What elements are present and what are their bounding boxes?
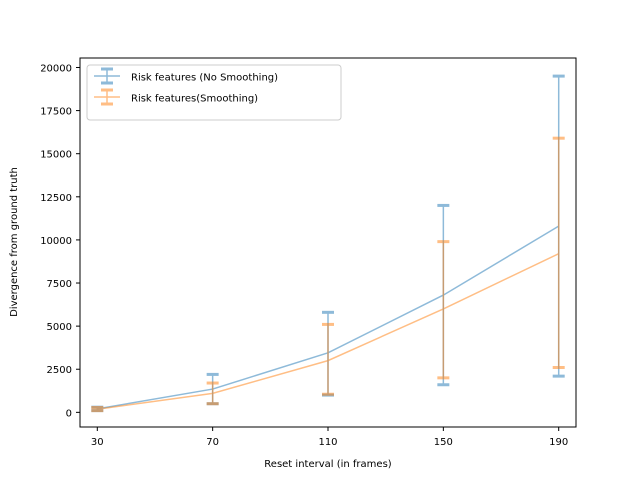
legend-label: Risk features (No Smoothing) bbox=[131, 73, 278, 84]
x-tick-label: 190 bbox=[549, 437, 568, 448]
x-axis-label: Reset interval (in frames) bbox=[264, 459, 391, 470]
x-tick-label: 110 bbox=[318, 437, 337, 448]
legend-entry: Risk features(Smoothing) bbox=[94, 88, 258, 106]
legend-box bbox=[86, 64, 342, 121]
y-tick-label: 7500 bbox=[47, 279, 72, 290]
y-tick-label: 0 bbox=[66, 408, 72, 419]
y-tick-label: 5000 bbox=[47, 322, 72, 333]
series-2 bbox=[91, 136, 565, 413]
x-tick-label: 70 bbox=[206, 437, 219, 448]
series-layer bbox=[91, 74, 565, 413]
legend-handle bbox=[94, 88, 120, 106]
legend-handle bbox=[94, 67, 120, 85]
axes-layer: 30 70 110 150 190 0 2500 5000 7500 10000 12500 1500… bbox=[40, 63, 568, 448]
y-tick-label: 15000 bbox=[40, 150, 72, 161]
legend-label: Risk features(Smoothing) bbox=[131, 94, 258, 105]
x-tick-label: 30 bbox=[91, 437, 104, 448]
legend-entry: Risk features (No Smoothing) bbox=[94, 67, 278, 85]
y-axis-label: Divergence from ground truth bbox=[9, 167, 20, 317]
y-tick-label: 17500 bbox=[40, 107, 72, 118]
y-tick-label: 10000 bbox=[40, 236, 72, 247]
x-tick-label: 150 bbox=[434, 437, 453, 448]
y-tick-label: 2500 bbox=[47, 365, 72, 376]
legend: Risk features (No Smoothing) Risk feature… bbox=[86, 64, 342, 121]
y-tick-label: 12500 bbox=[40, 193, 72, 204]
y-tick-label: 20000 bbox=[40, 63, 72, 74]
